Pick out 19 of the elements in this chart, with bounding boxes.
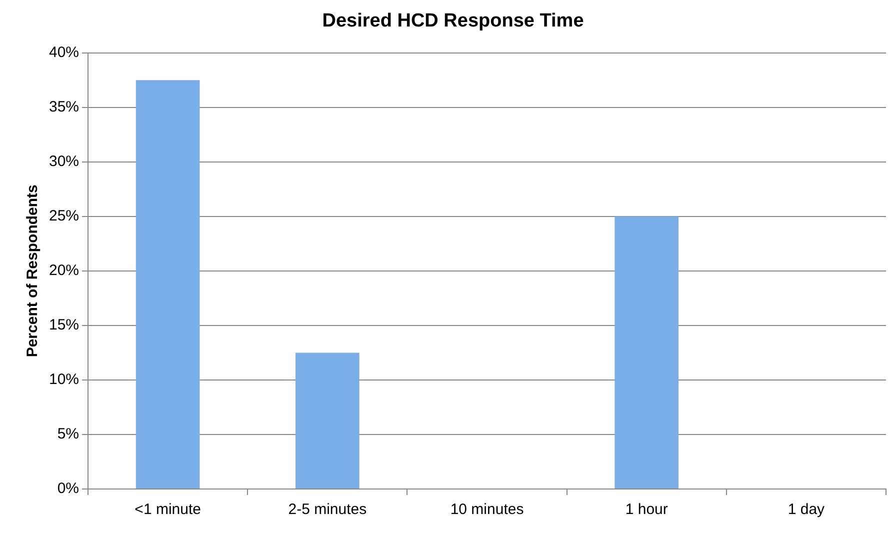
chart-title: Desired HCD Response Time — [322, 10, 584, 32]
x-tick-label: 2-5 minutes — [288, 501, 367, 518]
y-tick-label: 30% — [48, 152, 80, 170]
x-tick-label: 1 day — [788, 501, 826, 518]
y-tick-label: 40% — [48, 44, 80, 61]
y-tick-label: 25% — [48, 208, 80, 225]
y-tick-label: 20% — [48, 262, 80, 280]
bar — [136, 80, 200, 488]
y-tick-label: 35% — [48, 98, 80, 116]
y-tick-label: 0% — [57, 480, 80, 498]
x-tick-label: <1 minute — [134, 501, 201, 518]
y-tick-label: 5% — [57, 426, 80, 443]
x-tick-label: 1 hour — [625, 501, 668, 518]
x-tick-label: 10 minutes — [450, 501, 524, 518]
y-tick-label: 15% — [48, 316, 80, 334]
y-tick-label: 10% — [48, 371, 80, 388]
y-axis-title: Percent of Respondents — [24, 184, 42, 358]
bar — [295, 352, 360, 488]
bar — [614, 216, 679, 488]
